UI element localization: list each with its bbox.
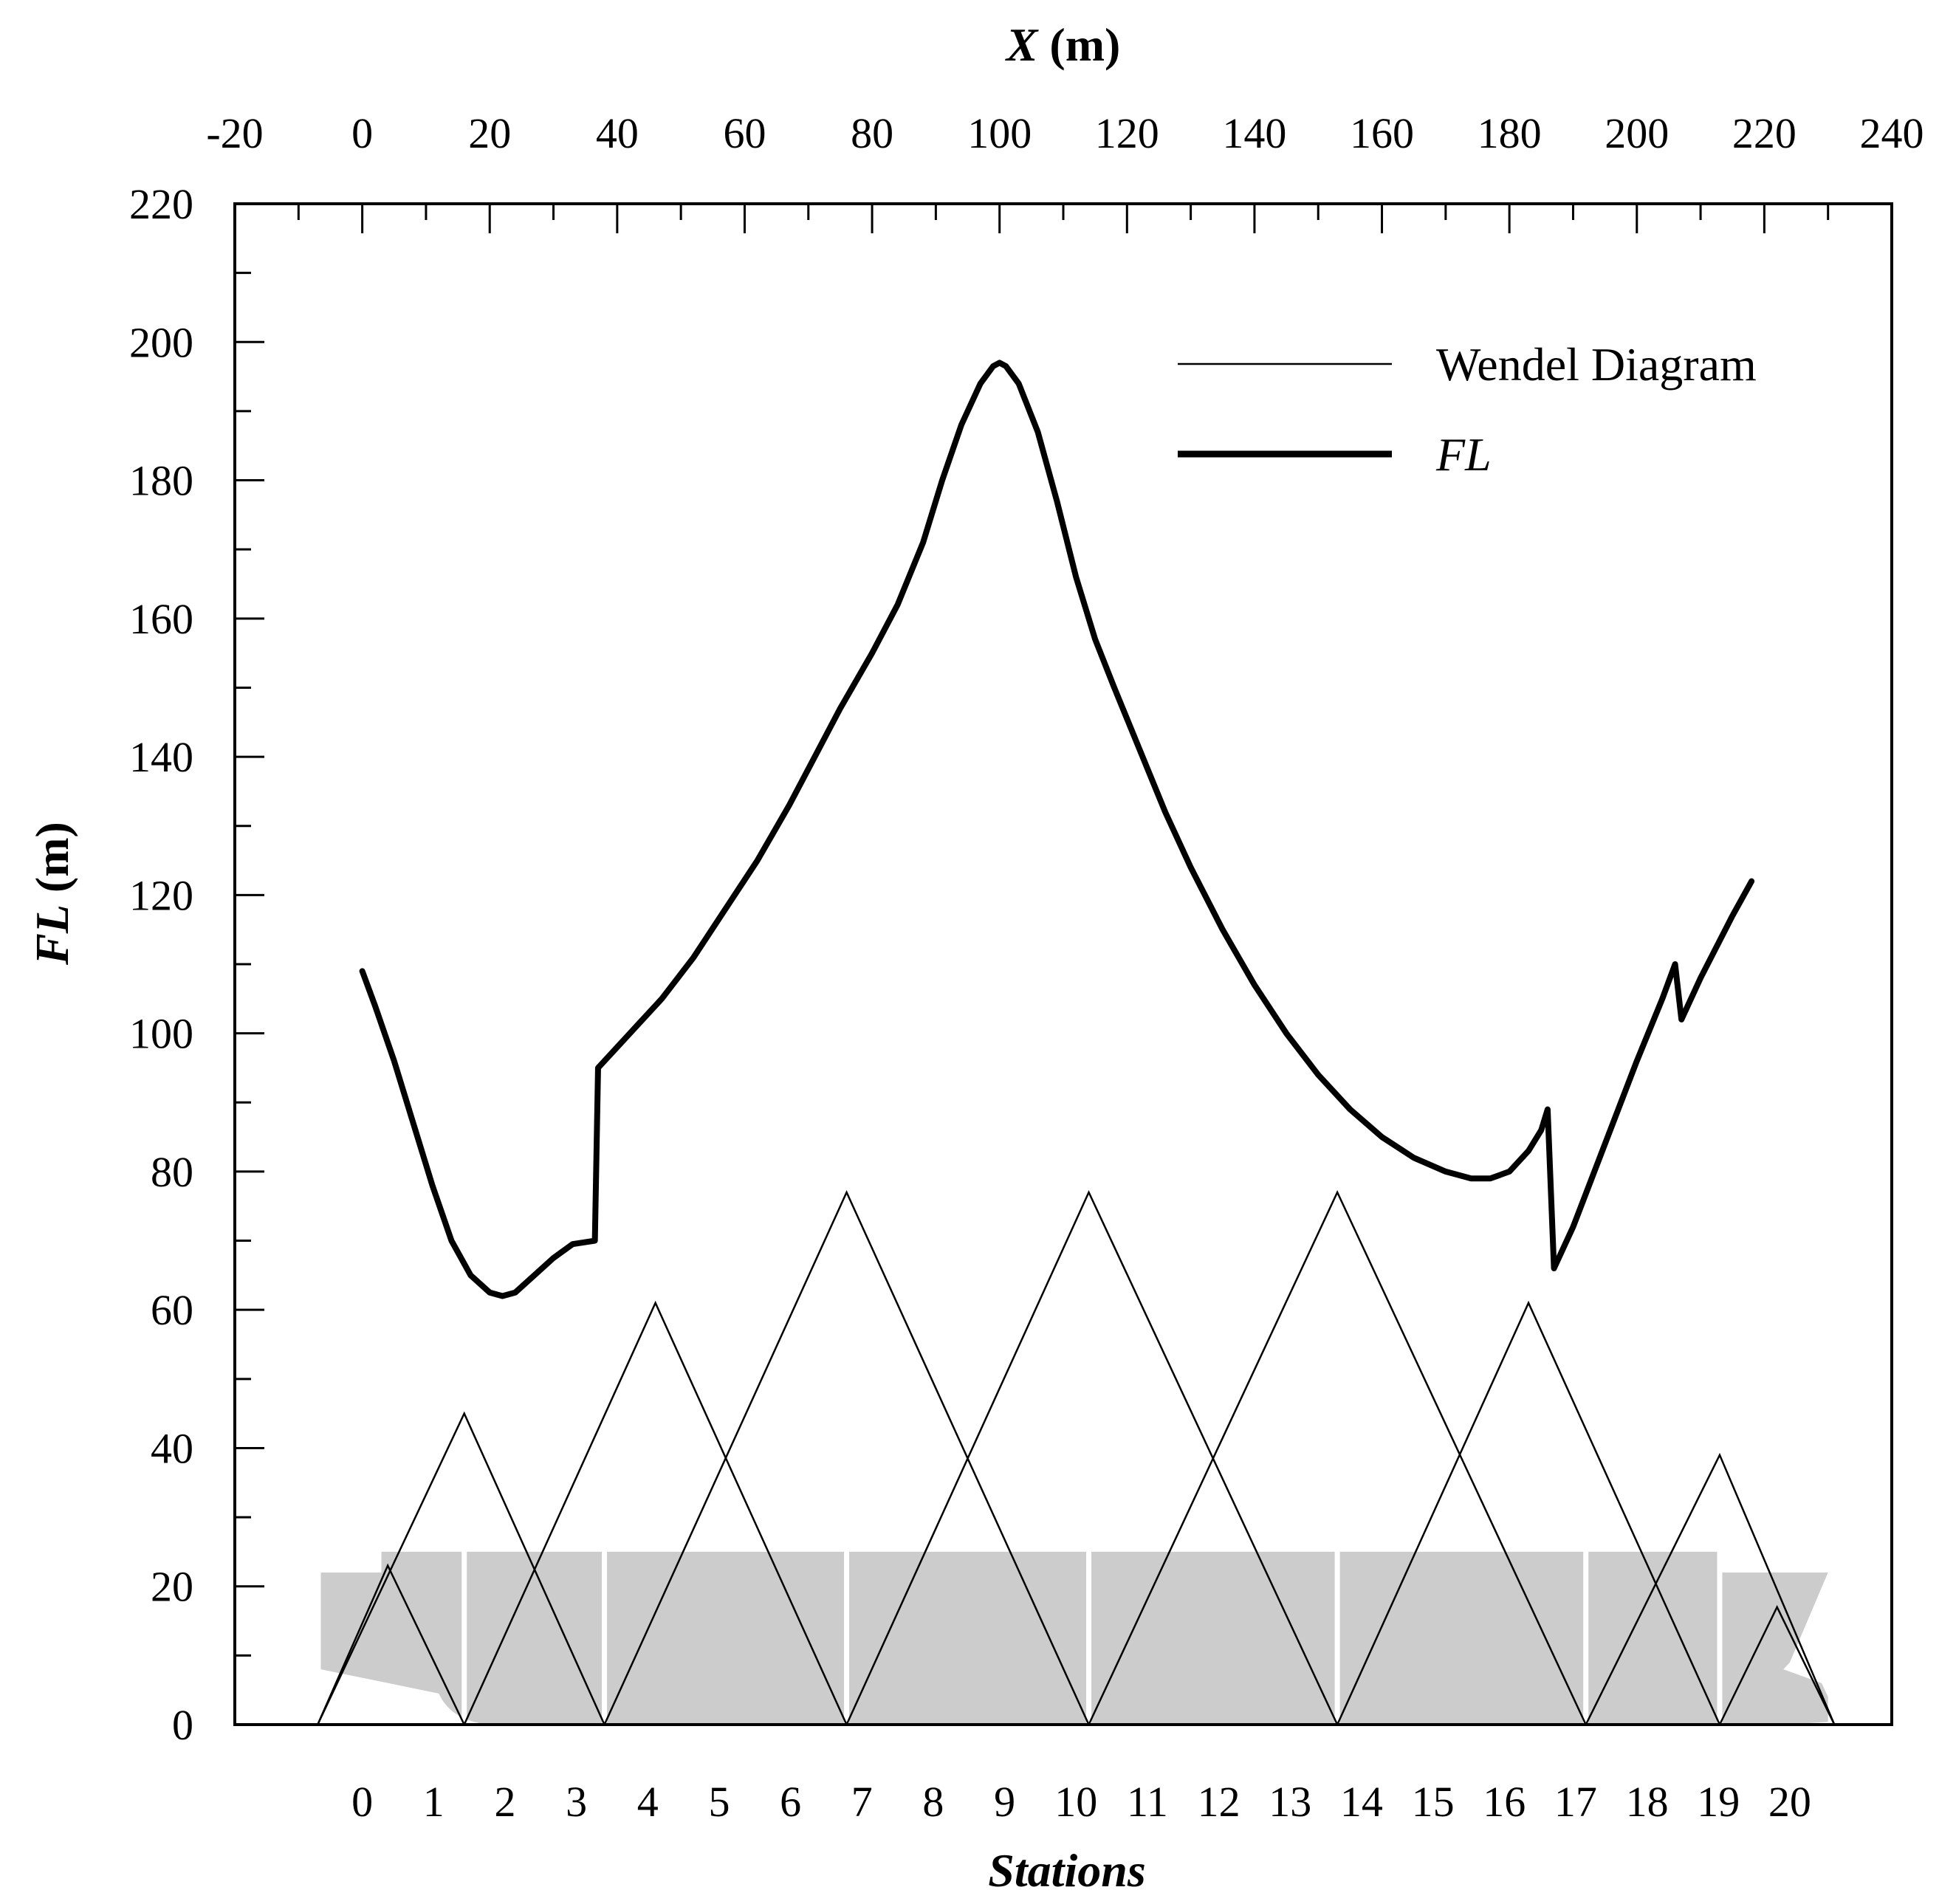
station-label: 16	[1483, 1778, 1526, 1826]
ship-hull	[320, 1551, 1828, 1725]
station-label: 12	[1198, 1778, 1240, 1826]
ship-silhouette	[320, 1550, 1828, 1725]
x-tick-label: 220	[1732, 109, 1797, 157]
legend: Wendel Diagram FL	[1178, 338, 1757, 481]
station-label: 18	[1626, 1778, 1669, 1826]
station-label: 20	[1768, 1778, 1811, 1826]
wendel-triangle-0	[317, 1563, 465, 1725]
top-axis-title: X (m)	[1005, 18, 1121, 71]
wendel-triangle-3	[603, 1189, 1090, 1725]
station-label: 3	[566, 1778, 587, 1826]
x-tick-label: 40	[596, 109, 639, 157]
station-label: 0	[351, 1778, 373, 1826]
station-label: 7	[851, 1778, 873, 1826]
wendel-triangle-8	[1718, 1604, 1836, 1725]
legend-wendel-label: Wendel Diagram	[1436, 338, 1757, 391]
x-tick-label: -20	[206, 109, 263, 157]
x-tick-label: 100	[967, 109, 1032, 157]
y-tick-label: 0	[172, 1701, 193, 1749]
station-labels: 0 1 2 3 4 5 6 7 8 9 10 11 12 13 14 15 16 17 18 19 20	[351, 1778, 1811, 1826]
station-label: 15	[1412, 1778, 1455, 1826]
x-tick-label: 240	[1860, 109, 1924, 157]
y-tick-label: 180	[129, 457, 193, 505]
station-label: 10	[1054, 1778, 1097, 1826]
x-tick-label: 160	[1350, 109, 1414, 157]
legend-fl-label: FL	[1435, 428, 1492, 481]
x-tick-label: 180	[1478, 109, 1542, 157]
station-label: 8	[922, 1778, 944, 1826]
y-tick-label: 100	[129, 1010, 193, 1058]
wendel-triangle-7	[1585, 1452, 1836, 1725]
x-tick-label: 140	[1222, 109, 1286, 157]
station-label: 11	[1127, 1778, 1168, 1826]
x-tick-label: 80	[851, 109, 893, 157]
y-tick-label: 220	[129, 180, 193, 228]
station-label: 19	[1697, 1778, 1740, 1826]
top-x-tick-labels: -20 0 20 40 60 80 100 120 140 160 180 200 220 240	[206, 109, 1924, 157]
axis-ticks	[233, 202, 1893, 1726]
wendel-triangle-2	[463, 1300, 848, 1725]
left-y-tick-labels: 0 20 40 60 80 100 120 140 160 180 200 220	[129, 180, 193, 1749]
station-label: 2	[494, 1778, 515, 1826]
plot-frame	[233, 202, 1893, 1726]
x-tick-label: 120	[1095, 109, 1159, 157]
station-label: 17	[1554, 1778, 1597, 1826]
x-tick-label: 60	[723, 109, 766, 157]
y-tick-label: 40	[151, 1424, 193, 1472]
station-label: 1	[423, 1778, 445, 1826]
station-label: 5	[708, 1778, 730, 1826]
station-label: 13	[1269, 1778, 1311, 1826]
fl-series	[359, 360, 1755, 1299]
station-label: 9	[994, 1778, 1015, 1826]
y-tick-label: 80	[151, 1148, 193, 1196]
station-label: 6	[780, 1778, 801, 1826]
fl-line	[359, 360, 1755, 1299]
station-label: 14	[1340, 1778, 1383, 1826]
y-tick-label: 120	[129, 871, 193, 919]
x-tick-label: 20	[468, 109, 511, 157]
wendel-triangle-1	[317, 1411, 605, 1725]
wendel-diagram-series	[317, 1189, 1836, 1725]
y-tick-label: 20	[151, 1563, 193, 1611]
y-tick-label: 140	[129, 733, 193, 781]
wendel-triangle-4	[845, 1190, 1339, 1725]
y-tick-label: 200	[129, 318, 193, 366]
station-label: 4	[637, 1778, 659, 1826]
x-tick-label: 200	[1605, 109, 1669, 157]
y-tick-label: 160	[129, 595, 193, 643]
wendel-triangle-5	[1088, 1190, 1587, 1725]
y-tick-label: 60	[151, 1286, 193, 1334]
x-tick-label: 0	[351, 109, 373, 157]
bottom-axis-title: Stations	[988, 1844, 1145, 1897]
left-axis-title: FL (m)	[26, 822, 78, 966]
